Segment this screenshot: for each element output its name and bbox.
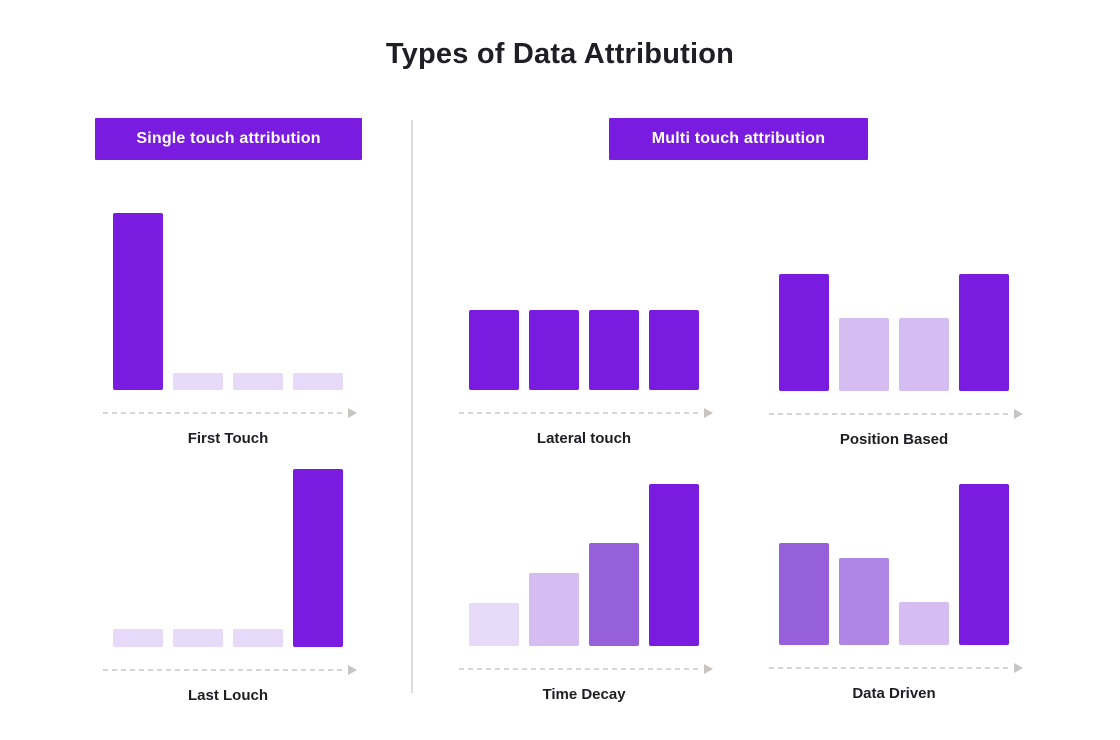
chart-label-position-based: Position Based bbox=[839, 431, 949, 448]
x-axis-data-driven bbox=[769, 663, 1023, 673]
bar-lateral-touch-4 bbox=[649, 310, 699, 390]
chart-last-touch: Last Louch bbox=[95, 469, 365, 704]
bar-data-driven-3 bbox=[899, 602, 949, 645]
x-axis-last-touch bbox=[103, 665, 357, 675]
chart-position-based: Position Based bbox=[761, 274, 1031, 448]
chart-time-decay: Time Decay bbox=[451, 484, 721, 703]
x-axis-position-based bbox=[769, 409, 1023, 419]
chart-label-time-decay: Time Decay bbox=[542, 686, 626, 703]
arrow-right-icon bbox=[1014, 409, 1023, 419]
bar-plot-last-touch bbox=[95, 469, 365, 647]
arrow-right-icon bbox=[704, 664, 713, 674]
section-header-single-touch: Single touch attribution bbox=[95, 118, 362, 160]
bar-first-touch-1 bbox=[113, 213, 163, 390]
bar-lateral-touch-2 bbox=[529, 310, 579, 390]
bar-plot-data-driven bbox=[761, 484, 1031, 645]
bar-time-decay-2 bbox=[529, 573, 579, 646]
dashed-axis-line bbox=[459, 668, 702, 670]
chart-data-driven: Data Driven bbox=[761, 484, 1031, 702]
x-axis-first-touch bbox=[103, 408, 357, 418]
section-divider bbox=[411, 120, 413, 693]
bar-last-louch-3 bbox=[233, 629, 283, 647]
bar-time-decay-3 bbox=[589, 543, 639, 646]
bar-first-touch-3 bbox=[233, 373, 283, 390]
chart-label-first-touch: First Touch bbox=[187, 430, 269, 447]
bar-plot-time-decay bbox=[451, 484, 721, 646]
arrow-right-icon bbox=[348, 665, 357, 675]
section-header-single-touch-label: Single touch attribution bbox=[136, 130, 321, 147]
arrow-right-icon bbox=[704, 408, 713, 418]
dashed-axis-line bbox=[769, 667, 1012, 669]
arrow-right-icon bbox=[348, 408, 357, 418]
dashed-axis-line bbox=[769, 413, 1012, 415]
arrow-right-icon bbox=[1014, 663, 1023, 673]
section-header-multi-touch-label: Multi touch attribution bbox=[651, 130, 826, 147]
bar-plot-lateral-touch bbox=[451, 310, 721, 390]
bar-first-touch-2 bbox=[173, 373, 223, 390]
x-axis-time-decay bbox=[459, 664, 713, 674]
bar-time-decay-1 bbox=[469, 603, 519, 646]
bar-last-louch-2 bbox=[173, 629, 223, 647]
chart-label-data-driven: Data Driven bbox=[852, 685, 936, 702]
dashed-axis-line bbox=[459, 412, 702, 414]
bar-position-based-1 bbox=[779, 274, 829, 391]
bar-last-louch-4 bbox=[293, 469, 343, 647]
bar-time-decay-4 bbox=[649, 484, 699, 646]
dashed-axis-line bbox=[103, 669, 346, 671]
chart-label-last-touch: Last Louch bbox=[187, 687, 268, 704]
bar-position-based-2 bbox=[839, 318, 889, 391]
dashed-axis-line bbox=[103, 412, 346, 414]
bar-data-driven-2 bbox=[839, 558, 889, 645]
bar-position-based-3 bbox=[899, 318, 949, 391]
bar-position-based-4 bbox=[959, 274, 1009, 391]
bar-data-driven-4 bbox=[959, 484, 1009, 645]
page-title: Types of Data Attribution bbox=[385, 38, 735, 70]
section-header-multi-touch: Multi touch attribution bbox=[609, 118, 868, 160]
bar-lateral-touch-1 bbox=[469, 310, 519, 390]
bar-plot-first-touch bbox=[95, 213, 365, 390]
chart-first-touch: First Touch bbox=[95, 213, 365, 447]
x-axis-lateral-touch bbox=[459, 408, 713, 418]
bar-data-driven-1 bbox=[779, 543, 829, 645]
chart-lateral-touch: Lateral touch bbox=[451, 310, 721, 447]
chart-label-lateral-touch: Lateral touch bbox=[536, 430, 632, 447]
bar-last-louch-1 bbox=[113, 629, 163, 647]
bar-first-touch-4 bbox=[293, 373, 343, 390]
bar-lateral-touch-3 bbox=[589, 310, 639, 390]
bar-plot-position-based bbox=[761, 274, 1031, 391]
